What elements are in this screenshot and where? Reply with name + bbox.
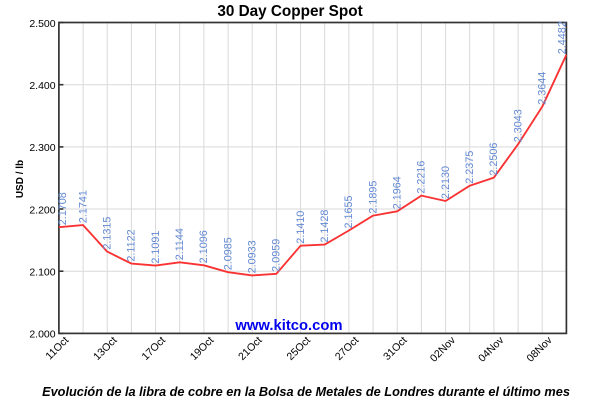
svg-text:2.100: 2.100 [29, 267, 55, 279]
svg-text:2.3043: 2.3043 [512, 109, 524, 142]
svg-text:31Oct: 31Oct [381, 334, 410, 363]
svg-text:2.300: 2.300 [29, 142, 55, 154]
svg-text:17Oct: 17Oct [140, 334, 169, 363]
svg-text:02Nov: 02Nov [428, 334, 459, 365]
svg-text:Evolución de la libra de cobre: Evolución de la libra de cobre en la Bol… [42, 384, 570, 399]
svg-text:2.1708: 2.1708 [57, 192, 69, 225]
svg-text:27Oct: 27Oct [333, 334, 362, 363]
svg-text:2.4482: 2.4482 [556, 21, 568, 54]
svg-text:2.0985: 2.0985 [222, 237, 234, 270]
svg-text:2.1410: 2.1410 [295, 211, 307, 244]
svg-text:2.1655: 2.1655 [343, 195, 355, 228]
svg-text:2.0933: 2.0933 [247, 240, 259, 273]
svg-text:2.2216: 2.2216 [416, 161, 428, 194]
svg-text:2.1895: 2.1895 [367, 181, 379, 214]
svg-text:2.1964: 2.1964 [392, 176, 404, 209]
svg-text:2.200: 2.200 [29, 204, 55, 216]
svg-text:2.1096: 2.1096 [198, 230, 210, 263]
svg-text:13Oct: 13Oct [91, 334, 120, 363]
svg-text:21Oct: 21Oct [236, 334, 265, 363]
svg-text:2.2375: 2.2375 [464, 151, 476, 184]
svg-text:2.1741: 2.1741 [77, 190, 89, 223]
svg-text:www.kitco.com: www.kitco.com [234, 318, 342, 334]
svg-text:2.1122: 2.1122 [126, 229, 138, 261]
svg-text:2.400: 2.400 [29, 80, 55, 92]
svg-text:2.1315: 2.1315 [102, 217, 114, 250]
svg-text:2.1144: 2.1144 [174, 228, 186, 260]
svg-text:30 Day Copper Spot: 30 Day Copper Spot [217, 3, 362, 20]
svg-text:25Oct: 25Oct [285, 334, 314, 363]
svg-text:2.2130: 2.2130 [440, 166, 452, 199]
svg-text:04Nov: 04Nov [476, 334, 507, 365]
svg-text:2.3644: 2.3644 [537, 72, 549, 105]
svg-text:08Nov: 08Nov [524, 334, 555, 365]
svg-text:2.500: 2.500 [29, 18, 55, 30]
svg-text:2.0959: 2.0959 [271, 239, 283, 272]
svg-text:2.1428: 2.1428 [319, 210, 331, 243]
svg-text:2.000: 2.000 [29, 329, 55, 341]
svg-text:USD / lb: USD / lb [15, 160, 26, 198]
svg-text:19Oct: 19Oct [188, 334, 217, 363]
svg-text:2.1091: 2.1091 [150, 231, 162, 264]
svg-text:2.2506: 2.2506 [488, 143, 500, 176]
